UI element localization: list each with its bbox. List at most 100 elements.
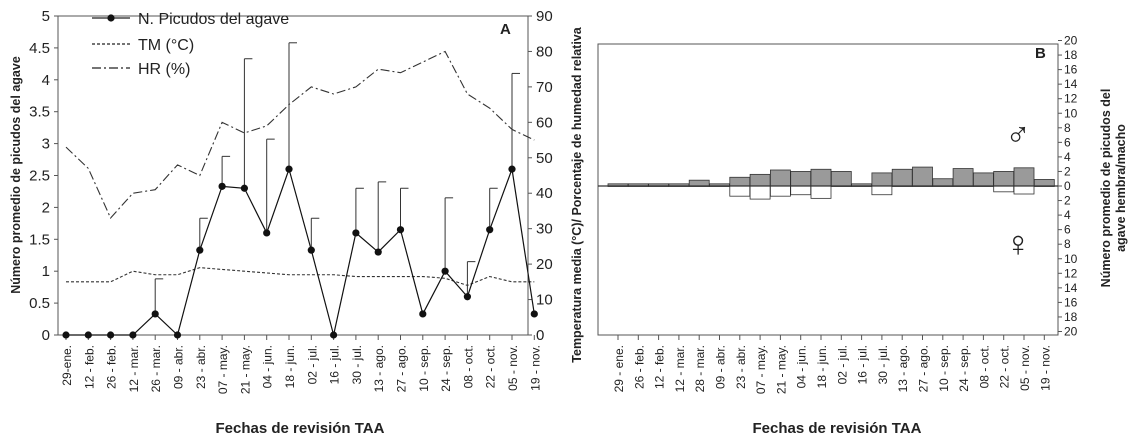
x-tick-label-b: 05 - nov. xyxy=(1018,345,1032,391)
x-tick-label: 12 - mar. xyxy=(127,345,141,392)
x-tick-label: 12 - feb. xyxy=(82,345,96,389)
y-tick-label-b: 6 xyxy=(1064,223,1071,237)
bar-female xyxy=(729,185,751,197)
bar-male xyxy=(871,172,893,187)
x-tick-label: 02 - jul. xyxy=(305,345,319,384)
y-tick-label-b: 12 xyxy=(1064,92,1078,106)
data-point-picudos xyxy=(508,165,516,173)
panel-label-a: A xyxy=(500,21,511,38)
bar-male xyxy=(1033,179,1055,187)
data-point-picudos xyxy=(84,331,92,339)
data-point-picudos xyxy=(240,184,248,192)
bar-male xyxy=(912,166,933,187)
y-tick-label-left: 0 xyxy=(42,327,50,344)
legend-label: HR (%) xyxy=(138,61,190,78)
y-tick-label-right: 20 xyxy=(536,256,553,273)
x-tick-label: 08 - oct. xyxy=(461,345,475,388)
legend-label: N. Picudos del agave xyxy=(138,11,289,28)
x-tick-label: 24 - sep. xyxy=(439,345,453,392)
x-tick-label-b: 10 - sep. xyxy=(937,345,951,392)
series-line-tm xyxy=(66,267,535,286)
data-point-picudos xyxy=(352,229,360,237)
y-tick-label-b: 8 xyxy=(1064,237,1071,251)
x-tick-label-b: 02 - jul. xyxy=(835,345,849,384)
x-tick-label: 04 - jun. xyxy=(261,345,275,388)
x-tick-label-b: 09 - abr. xyxy=(714,345,728,389)
y-tick-label-b: 16 xyxy=(1064,295,1078,309)
y-tick-label-b: 2 xyxy=(1064,164,1071,178)
x-tick-label-b: 29 - ene. xyxy=(612,345,626,392)
y-tick-label-left: 1.5 xyxy=(29,231,50,248)
y-axis-title-b-line1: Número promedio de picudos del xyxy=(1099,89,1113,288)
y-tick-label-right: 30 xyxy=(536,221,553,238)
y-tick-label-b: 4 xyxy=(1064,208,1071,222)
y-tick-label-right: 50 xyxy=(536,150,553,167)
bar-female xyxy=(993,185,1015,193)
bar-male xyxy=(790,171,812,187)
y-axis-title-right: Temperatura media (°C)/ Porcentaje de hu… xyxy=(570,26,584,362)
x-tick-label-b: 30 - jul. xyxy=(876,345,890,384)
x-tick-label-b: 22 - oct. xyxy=(998,345,1012,388)
x-tick-label-b: 27 - ago. xyxy=(917,345,931,392)
x-axis-title: Fechas de revisión TAA xyxy=(216,420,385,437)
x-tick-label: 07 - may. xyxy=(216,345,230,394)
y-tick-label-b: 8 xyxy=(1064,121,1071,135)
x-tick-label: 05 - nov. xyxy=(506,345,520,391)
x-tick-label-b: 21 - may. xyxy=(774,345,788,394)
x-tick-label: 21 - may. xyxy=(238,345,252,394)
y-tick-label-b: 18 xyxy=(1064,48,1078,62)
y-tick-label-left: 4 xyxy=(42,72,50,89)
bar-male xyxy=(952,168,974,187)
data-point-picudos xyxy=(151,310,159,318)
bar-male xyxy=(729,176,751,187)
x-tick-label: 29-ene. xyxy=(60,345,74,386)
y-tick-label-b: 16 xyxy=(1064,63,1078,77)
bar-male xyxy=(830,171,852,187)
data-point-picudos xyxy=(486,226,494,234)
legend-label: TM (°C) xyxy=(138,37,194,54)
male-symbol: ♂ xyxy=(1005,116,1031,154)
y-tick-label-left: 1 xyxy=(42,263,50,280)
y-tick-label-left: 0.5 xyxy=(29,295,50,312)
x-tick-label-b: 16 - jul. xyxy=(856,345,870,384)
data-point-picudos xyxy=(129,331,137,339)
x-tick-label: 10 - sep. xyxy=(417,345,431,392)
series-line-hr xyxy=(65,50,535,220)
data-point-picudos xyxy=(196,246,204,254)
x-tick-label: 09 - abr. xyxy=(172,345,186,389)
x-tick-label-b: 04 - jun. xyxy=(795,345,809,388)
y-tick-label-b: 14 xyxy=(1064,281,1078,295)
x-axis-title-b: Fechas de revisión TAA xyxy=(753,420,922,437)
y-tick-label-right: 40 xyxy=(536,185,553,202)
bar-male xyxy=(749,173,771,187)
y-axis-title-left: Número promedio de picudos del agave xyxy=(9,56,23,294)
y-tick-label-b: 6 xyxy=(1064,135,1071,149)
y-tick-label-b: 2 xyxy=(1064,194,1071,208)
x-tick-label: 26 - mar. xyxy=(149,345,163,392)
y-tick-label-right: 90 xyxy=(536,8,553,25)
data-point-picudos xyxy=(307,246,315,254)
data-point-picudos xyxy=(441,267,449,275)
bar-male xyxy=(891,168,913,187)
y-tick-label-right: 60 xyxy=(536,114,553,131)
x-tick-label-b: 24 - sep. xyxy=(957,345,971,392)
plot-frame-b xyxy=(597,43,1059,336)
chart-panel-a: 00.511.522.533.544.550102030405060708090… xyxy=(9,8,584,437)
x-tick-label: 23 - abr. xyxy=(194,345,208,389)
bar-male xyxy=(932,178,954,187)
bar-male xyxy=(993,171,1015,187)
x-tick-label: 30 - jul. xyxy=(350,345,364,384)
y-tick-label-left: 5 xyxy=(42,8,50,25)
x-tick-label: 22 - oct. xyxy=(484,345,498,388)
bar-female xyxy=(770,185,791,197)
bar-female xyxy=(810,185,832,199)
x-tick-label-b: 19 - nov. xyxy=(1038,345,1052,391)
y-tick-label-b: 10 xyxy=(1064,252,1078,266)
data-point-picudos xyxy=(263,229,271,237)
x-tick-label-b: 08 - oct. xyxy=(977,345,991,388)
data-point-picudos xyxy=(107,331,115,339)
bar-male xyxy=(688,179,710,187)
y-tick-label-b: 10 xyxy=(1064,106,1078,120)
